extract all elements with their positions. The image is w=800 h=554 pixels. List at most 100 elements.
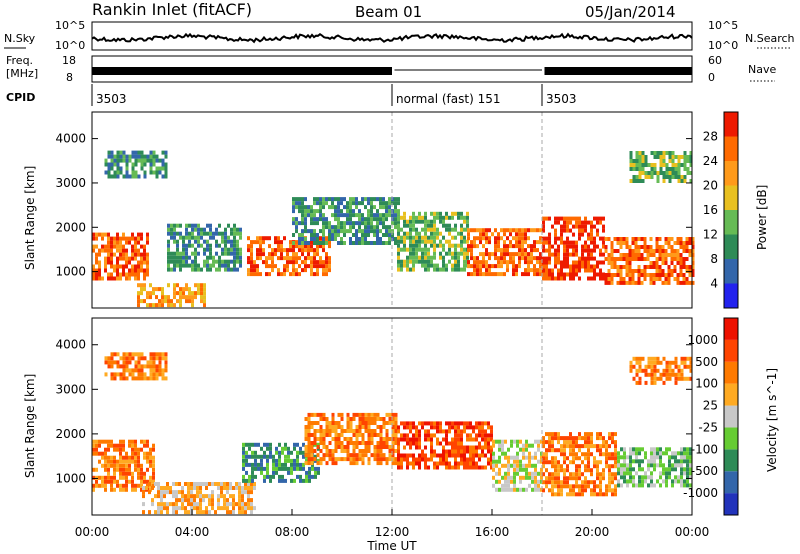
heatmap-cell <box>370 433 374 437</box>
heatmap-cell <box>638 364 642 369</box>
heatmap-cell <box>310 445 314 449</box>
heatmap-cell <box>683 471 686 476</box>
heatmap-cell <box>173 263 176 268</box>
heatmap-cell <box>676 249 680 253</box>
heatmap-cell <box>533 272 536 277</box>
heatmap-cell <box>662 171 666 175</box>
heatmap-cell <box>537 443 540 448</box>
heatmap-cell <box>641 356 645 361</box>
heatmap-cell <box>563 260 566 265</box>
heatmap-cell <box>166 506 169 511</box>
heatmap-cell <box>596 492 599 497</box>
heatmap-cell <box>539 252 542 257</box>
heatmap-cell <box>593 256 596 261</box>
heatmap-cell <box>463 259 466 264</box>
heatmap-cell <box>476 268 479 273</box>
heatmap-cell <box>560 224 563 229</box>
heatmap-cell <box>614 464 617 469</box>
heatmap-cell <box>154 494 157 499</box>
heatmap-cell <box>164 295 167 300</box>
heatmap-cell <box>140 154 144 159</box>
heatmap-cell <box>238 486 241 490</box>
heatmap-cell <box>155 352 159 357</box>
heatmap-cell <box>640 280 644 285</box>
heatmap-cell <box>116 158 120 163</box>
heatmap-cell <box>119 455 122 460</box>
heatmap-cell <box>224 235 227 240</box>
heatmap-cell <box>470 252 473 257</box>
heatmap-cell <box>92 443 95 448</box>
heatmap-cell <box>551 464 554 469</box>
heatmap-cell <box>433 425 436 430</box>
heatmap-cell <box>116 364 120 369</box>
heatmap-cell <box>265 236 268 241</box>
heatmap-cell <box>148 490 151 495</box>
heatmap-cell <box>572 232 575 237</box>
heatmap-cell <box>235 486 238 490</box>
heatmap-cell <box>287 454 290 459</box>
heatmap-cell <box>293 462 296 467</box>
heatmap-cell <box>658 237 662 241</box>
heatmap-cell <box>263 474 266 479</box>
heatmap-cell <box>670 245 674 249</box>
heatmap-cell <box>226 490 229 495</box>
heatmap-cell <box>122 487 125 492</box>
heatmap-cell <box>140 479 143 484</box>
heatmap-cell <box>182 243 185 248</box>
heatmap-cell <box>370 201 373 206</box>
heatmap-cell <box>487 421 490 426</box>
heatmap-cell <box>233 239 236 244</box>
heatmap-cell <box>451 255 454 260</box>
heatmap-cell <box>421 227 424 232</box>
heatmap-cell <box>277 268 280 273</box>
heatmap-cell <box>302 442 305 447</box>
heatmap-cell <box>301 260 304 265</box>
heatmap-cell <box>638 175 642 179</box>
heatmap-cell <box>638 451 641 456</box>
heatmap-cell <box>436 453 439 458</box>
heatmap-cell <box>593 248 596 253</box>
heatmap-cell <box>498 487 501 492</box>
heatmap-cell <box>149 479 152 484</box>
heatmap-cell <box>131 252 134 257</box>
heatmap-cell <box>152 360 156 365</box>
heatmap-cell <box>101 439 104 444</box>
heatmap-cell <box>295 225 298 230</box>
velocity-ylabel: Slant Range [km] <box>23 374 37 478</box>
heatmap-cell <box>349 417 353 421</box>
heatmap-cell <box>466 239 469 244</box>
heatmap-cell <box>424 223 427 228</box>
heatmap-cell <box>325 449 329 453</box>
heatmap-cell <box>584 264 587 269</box>
heatmap-cell <box>367 209 370 214</box>
heatmap-cell <box>352 417 356 421</box>
heatmap-cell <box>248 442 251 447</box>
heatmap-cell <box>107 272 110 277</box>
heatmap-cell <box>152 479 155 484</box>
heatmap-cell <box>343 457 347 462</box>
heatmap-cell <box>260 458 263 463</box>
heatmap-cell <box>537 483 540 488</box>
heatmap-cell <box>148 510 151 515</box>
heatmap-cell <box>394 241 397 245</box>
heatmap-cell <box>160 510 163 515</box>
heatmap-cell <box>584 432 587 437</box>
heatmap-cell <box>250 248 253 253</box>
heatmap-cell <box>620 471 623 476</box>
heatmap-cell <box>448 453 451 458</box>
heatmap-cell <box>457 231 460 236</box>
heatmap-cell <box>376 197 379 202</box>
heatmap-cell <box>152 356 156 361</box>
heatmap-cell <box>193 498 196 503</box>
heatmap-cell <box>578 232 581 237</box>
heatmap-cell <box>400 227 403 232</box>
heatmap-cell <box>518 260 521 265</box>
heatmap-cell <box>257 462 260 467</box>
heatmap-cell <box>560 452 563 457</box>
heatmap-cell <box>569 448 572 453</box>
heatmap-cell <box>605 444 608 449</box>
heatmap-cell <box>128 455 131 460</box>
heatmap-cell <box>268 264 271 269</box>
heatmap-cell <box>149 154 153 159</box>
heatmap-cell <box>503 256 506 261</box>
